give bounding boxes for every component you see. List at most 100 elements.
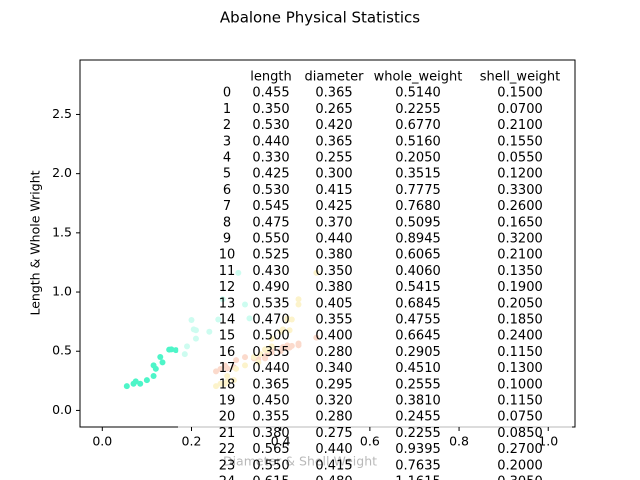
table-cell: 0.350 [315,264,352,279]
x-tick-label: 0.4 [271,434,291,449]
table-cell: 0.265 [315,102,352,117]
table-cell: 0.1550 [497,134,543,149]
table-cell: 0.255 [315,151,352,166]
table-cell: 0.440 [252,361,289,376]
table-cell: 0.2600 [497,199,543,214]
table-cell: 0.280 [315,410,352,425]
table-cell: 0.380 [315,280,352,295]
table-cell: 0.4510 [395,361,441,376]
table-cell: 0.415 [315,458,352,473]
table-cell: 0.2000 [497,458,543,473]
row-index: 9 [223,232,231,247]
row-index: 21 [219,426,236,441]
table-cell: 0.370 [315,215,352,230]
table-cell: 0.5415 [395,280,441,295]
table-cell: 0.2255 [395,426,441,441]
table-cell: 0.340 [315,361,352,376]
table-cell: 0.3300 [497,183,543,198]
chart-title: Abalone Physical Statistics [220,9,420,27]
table-cell: 0.2050 [395,151,441,166]
table-cell: 0.1900 [497,280,543,295]
table-cell: 0.2400 [497,329,543,344]
table-cell: 0.7775 [395,183,441,198]
table-cell: 0.355 [252,345,289,360]
x-tick-label: 0.0 [92,434,112,449]
row-index: 6 [223,183,231,198]
y-tick-label: 1.5 [52,224,72,239]
table-cell: 0.5160 [395,134,441,149]
table-cell: 0.500 [252,329,289,344]
table-cell: 0.6065 [395,248,441,263]
table-cell: 0.530 [252,118,289,133]
row-index: 1 [223,102,231,117]
table-cell: 0.490 [252,280,289,295]
table-cell: 0.480 [315,475,352,480]
table-cell: 0.280 [315,345,352,360]
y-tick-label: 2.0 [52,165,72,180]
row-index: 23 [219,458,236,473]
table-header: length [250,70,291,85]
table-cell: 0.415 [315,183,352,198]
row-index: 19 [219,394,236,409]
row-index: 15 [219,329,236,344]
table-cell: 0.565 [252,442,289,457]
table-cell: 0.440 [315,232,352,247]
row-index: 17 [219,361,236,376]
table-header: diameter [305,70,365,85]
data-table: length diameter whole_weight shell_weight 0 0… [178,66,572,480]
point [123,383,130,390]
y-tick-label: 2.5 [52,106,72,121]
x-tick-label: 0.2 [182,434,202,449]
table-cell: 0.1500 [497,86,543,101]
table-cell: 0.6770 [395,118,441,133]
table-cell: 0.475 [252,215,289,230]
table-cell: 0.425 [252,167,289,182]
y-tick-label: 0.0 [52,402,72,417]
table-cell: 0.550 [252,458,289,473]
row-index: 8 [223,215,231,230]
row-index: 14 [219,313,236,328]
table-cell: 0.5140 [395,86,441,101]
y-tick-label: 1.0 [52,284,72,299]
table-cell: 0.0700 [497,102,543,117]
table-cell: 0.9395 [395,442,441,457]
point [132,378,139,385]
table-cell: 0.1150 [497,394,543,409]
point [143,377,150,384]
point [137,380,144,387]
row-index: 12 [219,280,236,295]
y-tick-label: 0.5 [52,343,72,358]
row-index: 5 [223,167,231,182]
table-cell: 0.5095 [395,215,441,230]
point [150,362,157,369]
table-cell: 0.2455 [395,410,441,425]
table-cell: 0.2050 [497,296,543,311]
x-tick-label: 0.8 [449,434,469,449]
table-cell: 0.2905 [395,345,441,360]
table-cell: 0.1850 [497,313,543,328]
table-header: shell_weight [480,70,561,85]
point [172,347,179,354]
row-index: 16 [219,345,236,360]
point [168,346,175,353]
table-cell: 0.2555 [395,377,441,392]
row-index: 11 [219,264,236,279]
table-cell: 0.365 [252,377,289,392]
table-cell: 0.355 [315,313,352,328]
table-cell: 0.4060 [395,264,441,279]
point [157,354,164,361]
table-cell: 0.450 [252,394,289,409]
table-cell: 0.380 [315,248,352,263]
table-cell: 0.1350 [497,264,543,279]
table-cell: 0.530 [252,183,289,198]
table-cell: 0.400 [315,329,352,344]
table-cell: 0.365 [315,134,352,149]
x-tick-label: 1.0 [538,434,558,449]
table-cell: 0.2100 [497,118,543,133]
table-cell: 0.3515 [395,167,441,182]
table-cell: 0.330 [252,151,289,166]
table-cell: 0.4755 [395,313,441,328]
table-cell: 0.405 [315,296,352,311]
row-index: 22 [219,442,236,457]
